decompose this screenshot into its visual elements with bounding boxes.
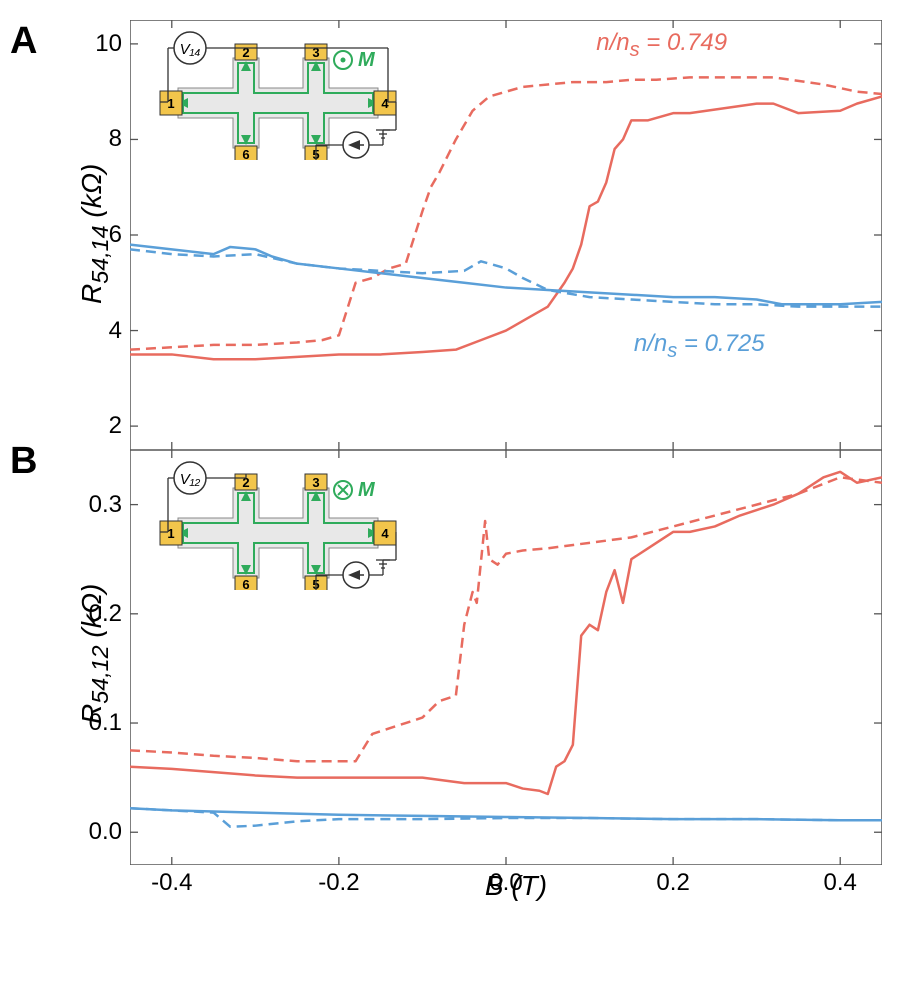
annotation: n/ns = 0.725	[634, 330, 765, 363]
svg-text:2: 2	[242, 45, 249, 60]
series-blue-solid	[130, 245, 882, 305]
annotation: n/ns = 0.749	[596, 29, 727, 62]
y-tick-label: 6	[109, 221, 122, 249]
svg-text:M: M	[358, 49, 376, 71]
x-tick-label: -0.4	[151, 869, 192, 897]
y-tick-label: 0.1	[89, 709, 122, 737]
panel-a-label: A	[10, 20, 37, 63]
y-tick-label: 4	[109, 317, 122, 345]
x-tick-label: 0.2	[656, 869, 689, 897]
plot-a-area: R54,14 (kΩ) V₁₄123456M 246810n/ns = 0.74…	[130, 20, 882, 450]
panel-b: B R54,12 (kΩ) V₁₂123456M 0.00.10.20.3-0.…	[20, 450, 902, 902]
svg-text:6: 6	[242, 147, 249, 160]
series-blue-dashed	[130, 249, 882, 306]
y-tick-label: 8	[109, 125, 122, 153]
y-tick-label: 2	[109, 412, 122, 440]
inset-svg: V₁₄123456M	[138, 30, 418, 160]
svg-text:3: 3	[312, 45, 319, 60]
inset-svg: V₁₂123456M	[138, 460, 418, 590]
panel-a: A R54,14 (kΩ) V₁₄123456M 246810n/ns = 0.…	[20, 20, 902, 450]
y-tick-label: 0.2	[89, 600, 122, 628]
panel-b-label: B	[10, 440, 37, 483]
inset-b: V₁₂123456M	[138, 460, 418, 590]
x-tick-label: -0.2	[318, 869, 359, 897]
svg-text:V₁₂: V₁₂	[180, 471, 201, 488]
y-tick-label: 0.0	[89, 818, 122, 846]
x-tick-label: 0.0	[489, 869, 522, 897]
svg-text:V₁₄: V₁₄	[180, 41, 201, 58]
svg-text:M: M	[358, 479, 376, 501]
y-tick-label: 10	[95, 30, 122, 58]
inset-a: V₁₄123456M	[138, 30, 418, 160]
svg-text:4: 4	[381, 526, 389, 541]
figure-container: A R54,14 (kΩ) V₁₄123456M 246810n/ns = 0.…	[20, 20, 902, 902]
y-tick-label: 0.3	[89, 491, 122, 519]
plot-b-area: R54,12 (kΩ) V₁₂123456M 0.00.10.20.3-0.4-…	[130, 450, 882, 865]
svg-text:3: 3	[312, 475, 319, 490]
svg-text:6: 6	[242, 577, 249, 590]
x-tick-label: 0.4	[824, 869, 857, 897]
